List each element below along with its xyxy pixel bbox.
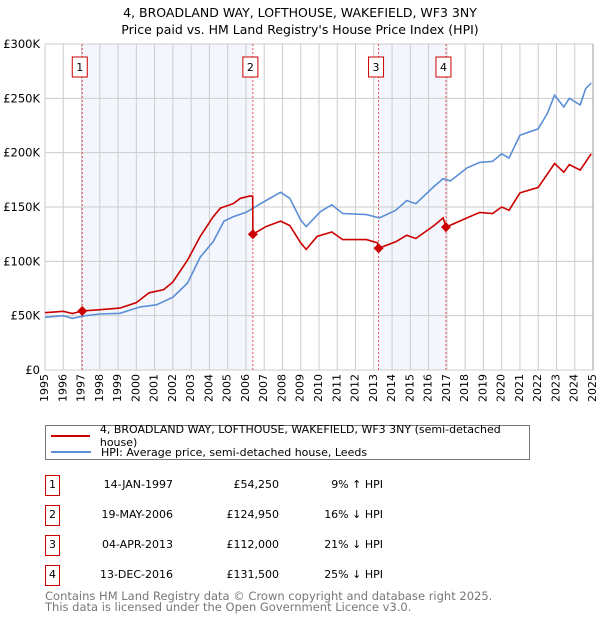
chart-subtitle: Price paid vs. HM Land Registry's House … xyxy=(121,22,478,37)
sale-hpi-diff: 25% ↓ HPI xyxy=(324,568,383,581)
x-tick-label: 2000 xyxy=(129,374,142,402)
x-tick-label: 2007 xyxy=(257,374,270,402)
sale-label-box xyxy=(242,56,259,78)
x-tick-label: 2012 xyxy=(349,374,362,402)
footer-copyright: Contains HM Land Registry data © Crown c… xyxy=(45,589,493,603)
x-tick-label: 2004 xyxy=(202,374,215,402)
sale-point xyxy=(373,243,384,254)
x-tick-label: 2021 xyxy=(513,374,526,402)
y-tick-label: £100K xyxy=(3,254,40,268)
sale-number-badge: 3 xyxy=(45,535,60,556)
y-tick-label: £0 xyxy=(25,363,40,377)
x-tick-label: 2022 xyxy=(531,374,544,402)
hpi-line xyxy=(44,82,592,320)
y-tick-label: £300K xyxy=(3,37,40,51)
sale-label-box xyxy=(435,56,452,78)
sale-date: 14-JAN-1997 xyxy=(103,478,173,491)
x-tick-label: 2001 xyxy=(148,374,161,402)
table-row: 3 04-APR-2013 £112,000 21% ↓ HPI xyxy=(45,535,445,556)
legend-swatch-red xyxy=(51,435,90,437)
chart-title: 4, BROADLAND WAY, LOFTHOUSE, WAKEFIELD, … xyxy=(123,5,477,20)
x-tick-label: 2018 xyxy=(458,374,471,402)
y-tick-label: £50K xyxy=(11,309,41,323)
sale-price: £54,250 xyxy=(233,478,280,491)
x-tick-label: 2017 xyxy=(440,374,453,402)
x-tick-label: 1998 xyxy=(93,374,106,402)
sale-number-badge: 1 xyxy=(45,475,60,496)
legend-item-hpi: HPI: Average price, semi-detached house,… xyxy=(46,444,367,460)
x-tick-label: 1996 xyxy=(56,374,69,402)
y-tick-label: £150K xyxy=(3,200,40,214)
table-row: 1 14-JAN-1997 £54,250 9% ↑ HPI xyxy=(45,475,445,496)
legend-item-property: 4, BROADLAND WAY, LOFTHOUSE, WAKEFIELD, … xyxy=(46,423,529,449)
property-price-line xyxy=(44,153,592,315)
legend-label: 4, BROADLAND WAY, LOFTHOUSE, WAKEFIELD, … xyxy=(99,423,501,449)
sale-date: 04-APR-2013 xyxy=(101,538,173,551)
x-tick-label: 2020 xyxy=(495,374,508,402)
sale-price: £131,500 xyxy=(226,568,280,581)
sale-date: 13-DEC-2016 xyxy=(99,568,173,581)
legend-swatch-blue xyxy=(51,451,91,453)
sale-number-badge: 2 xyxy=(45,505,60,526)
table-row: 4 13-DEC-2016 £131,500 25% ↓ HPI xyxy=(45,565,445,586)
x-tick-label: 2003 xyxy=(184,374,197,402)
x-tick-label: 2010 xyxy=(312,374,325,402)
x-tick-label: 2009 xyxy=(294,374,307,402)
y-tick-label: £200K xyxy=(3,146,40,160)
chart: 4, BROADLAND WAY, LOFTHOUSE, WAKEFIELD, … xyxy=(3,5,599,402)
sale-hpi-diff: 21% ↓ HPI xyxy=(324,538,383,551)
x-tick-label: 2025 xyxy=(586,374,599,402)
x-tick-label: 2013 xyxy=(367,374,380,402)
x-tick-label: 2015 xyxy=(403,374,416,402)
x-tick-label: 1997 xyxy=(75,374,88,402)
x-tick-label: 2016 xyxy=(422,374,435,402)
x-tick-label: 2005 xyxy=(221,374,234,402)
x-tick-label: 2024 xyxy=(568,374,581,402)
sale-point xyxy=(77,306,88,317)
sale-point xyxy=(247,229,258,240)
sale-hpi-diff: 9% ↑ HPI xyxy=(331,478,383,491)
x-tick-label: 2006 xyxy=(239,374,252,402)
x-tick-label: 1995 xyxy=(38,374,51,402)
table-row: 2 19-MAY-2006 £124,950 16% ↓ HPI xyxy=(45,505,445,526)
legend: 4, BROADLAND WAY, LOFTHOUSE, WAKEFIELD, … xyxy=(45,423,530,460)
sale-hpi-diff: 16% ↓ HPI xyxy=(324,508,383,521)
y-tick-label: £250K xyxy=(3,91,40,105)
sale-label-box xyxy=(368,56,385,78)
sale-price: £124,950 xyxy=(226,508,280,521)
x-tick-label: 1999 xyxy=(111,374,124,402)
sale-price: £112,000 xyxy=(226,538,280,551)
x-tick-label: 2014 xyxy=(385,374,398,402)
footer-licence: This data is licensed under the Open Gov… xyxy=(45,600,412,614)
legend-label: HPI: Average price, semi-detached house,… xyxy=(101,445,368,459)
sale-number-badge: 4 xyxy=(45,565,60,586)
sale-label: 2 xyxy=(247,61,254,74)
sale-date: 19-MAY-2006 xyxy=(101,508,173,521)
sale-point xyxy=(440,222,451,233)
x-tick-label: 2002 xyxy=(166,374,179,402)
sale-label: 4 xyxy=(440,61,447,74)
sale-label: 3 xyxy=(373,61,380,74)
sale-label: 1 xyxy=(76,61,83,74)
x-tick-label: 2023 xyxy=(549,374,562,402)
x-tick-label: 2011 xyxy=(330,374,343,402)
sale-label-box xyxy=(71,56,88,78)
x-tick-label: 2019 xyxy=(476,374,489,402)
x-tick-label: 2008 xyxy=(275,374,288,402)
